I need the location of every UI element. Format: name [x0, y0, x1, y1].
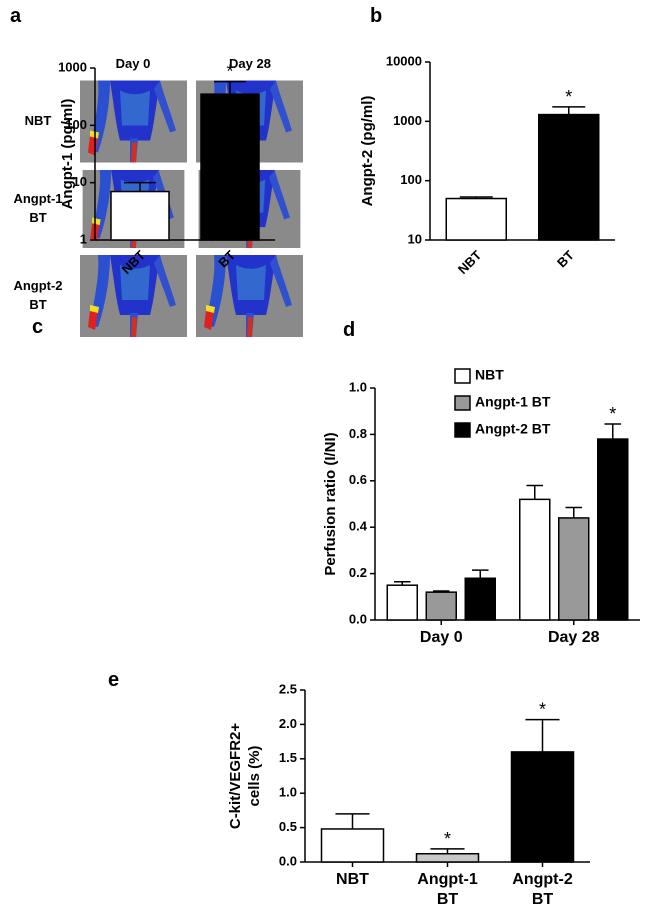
row-label: Angpt-2 BT: [13, 278, 62, 312]
column-label: Day 28: [229, 56, 271, 71]
legend-label: Angpt-2 BT: [475, 421, 551, 437]
panel-letter: d: [343, 319, 355, 341]
y-tick-label: 1.0: [279, 785, 297, 800]
y-tick-label: 2.0: [279, 716, 297, 731]
bar: [386, 584, 418, 621]
y-tick-label: 1.5: [279, 750, 297, 765]
x-tick-label: BT: [554, 247, 577, 270]
y-tick-label: 0.6: [349, 472, 367, 487]
x-tick-label: Angpt-2 BT: [512, 871, 573, 908]
x-tick-label-line: BT: [532, 891, 554, 908]
y-tick-label: 10000: [386, 53, 422, 68]
row-label-line: NBT: [25, 113, 52, 128]
row-label-line: BT: [29, 210, 46, 225]
y-axis-label: Angpt-1 (pg/ml): [59, 99, 76, 210]
y-tick-label: 1: [80, 231, 87, 246]
perfusion-image: [80, 80, 187, 163]
x-tick-label-line: Angpt-2: [512, 871, 573, 888]
legend-swatch: [454, 395, 471, 411]
bar: [558, 517, 590, 621]
panel-letter: a: [10, 5, 22, 27]
row-label-line: Angpt-1: [13, 191, 62, 206]
bar: [110, 190, 170, 241]
y-tick-label: 1000: [393, 113, 422, 128]
image-panel: c Day 0 Day 28: [32, 56, 303, 338]
x-tick-label-line: NBT: [336, 871, 369, 888]
y-tick-label: 100: [65, 117, 87, 132]
legend-swatch: [454, 368, 471, 384]
y-axis-label-line: C-kit/VEGFR2+: [227, 723, 244, 830]
y-tick-label: 1000: [58, 59, 87, 74]
y-tick-label: 0.4: [349, 519, 368, 534]
bar: [597, 438, 629, 621]
perfusion-image: [196, 255, 303, 337]
bar: [425, 591, 457, 621]
x-tick-label: Angpt-1 BT: [417, 871, 478, 908]
legend-swatch: [454, 422, 471, 438]
row-label: Angpt-1 BT: [13, 191, 62, 225]
legend-label: Angpt-1 BT: [475, 394, 551, 410]
annotation: *: [226, 62, 233, 82]
y-tick-label: 0.0: [349, 611, 367, 626]
y-tick-label: 10: [408, 231, 422, 246]
x-tick-label-line: BT: [437, 891, 459, 908]
y-axis-label: C-kit/VEGFR2+ cells (%): [227, 723, 263, 830]
annotation: *: [539, 700, 546, 720]
x-tick-label: NBT: [455, 247, 485, 277]
bar: [415, 852, 480, 863]
y-tick-label: 2.5: [279, 681, 297, 696]
row-label-line: Angpt-2: [13, 278, 62, 293]
panel-letter: c: [32, 316, 43, 338]
row-label-line: BT: [29, 297, 46, 312]
x-tick-label-line: Angpt-1: [417, 871, 478, 888]
y-tick-label: 0.2: [349, 565, 367, 580]
bar: [200, 93, 260, 241]
bar: [519, 498, 551, 621]
y-tick-label: 1.0: [349, 379, 367, 394]
annotation: *: [565, 87, 572, 107]
y-tick-label: 0.5: [279, 819, 297, 834]
bar: [538, 113, 600, 241]
y-tick-label: 10: [73, 174, 87, 189]
x-tick-label: Day 0: [420, 629, 463, 646]
y-tick-label: 0.8: [349, 426, 367, 441]
row-label: NBT: [25, 113, 52, 128]
y-tick-label: 0.0: [279, 853, 297, 868]
y-axis-label: Perfusion ratio (I/NI): [322, 432, 339, 575]
bar: [464, 577, 496, 621]
panel-letter: b: [370, 5, 382, 27]
annotation: *: [609, 404, 616, 424]
annotation: *: [444, 829, 451, 849]
bar: [510, 751, 575, 863]
y-tick-label: 100: [400, 172, 422, 187]
bar: [320, 828, 385, 863]
y-axis-label: Angpt-2 (pg/ml): [359, 96, 376, 207]
x-tick-label: Day 28: [548, 629, 600, 646]
panel-letter: e: [108, 669, 119, 691]
legend-label: NBT: [475, 367, 504, 383]
bar: [445, 197, 507, 241]
column-label: Day 0: [116, 56, 151, 71]
x-tick-label: NBT: [336, 871, 369, 888]
y-axis-label-line: cells (%): [246, 746, 263, 807]
